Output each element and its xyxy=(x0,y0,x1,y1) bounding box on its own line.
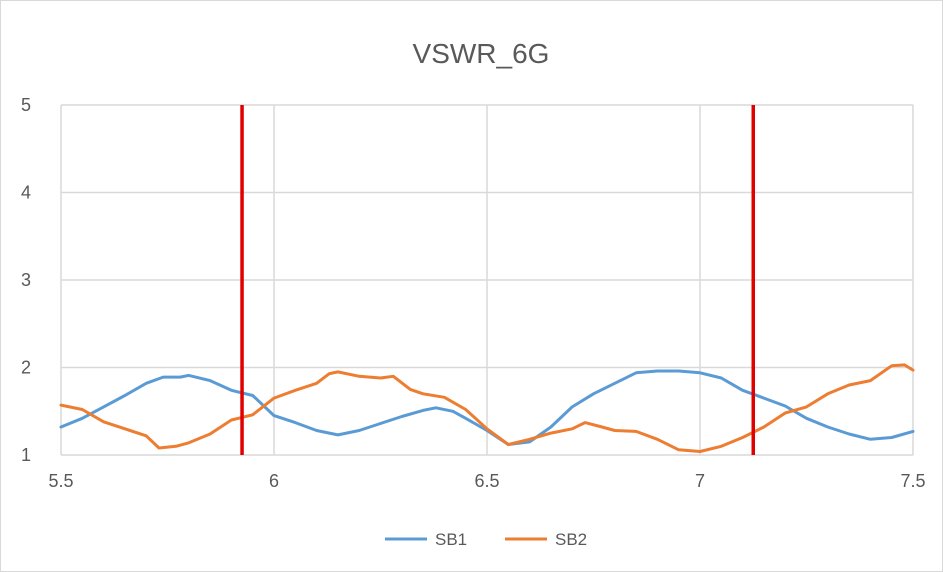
x-tick-label: 7.5 xyxy=(900,471,925,491)
series-line-sb2 xyxy=(59,363,915,453)
y-tick-label: 3 xyxy=(21,270,31,290)
series-lines xyxy=(59,363,915,453)
x-tick-label: 6.5 xyxy=(474,471,499,491)
marker-lines xyxy=(240,105,755,455)
legend: SB1 SB2 xyxy=(385,530,587,549)
gridlines xyxy=(60,104,914,456)
y-tick-label: 1 xyxy=(21,445,31,465)
y-tick-label: 2 xyxy=(21,358,31,378)
y-tick-label: 4 xyxy=(21,183,31,203)
tick-labels: 1 2 3 4 5 5.5 6 6.5 7 7.5 xyxy=(21,95,926,491)
chart-title: VSWR_6G xyxy=(413,38,550,69)
series-line-sb1 xyxy=(59,369,915,446)
x-tick-label: 7 xyxy=(695,471,705,491)
legend-label-sb1: SB1 xyxy=(435,530,467,549)
x-tick-label: 6 xyxy=(269,471,279,491)
y-tick-label: 5 xyxy=(21,95,31,115)
x-tick-label: 5.5 xyxy=(48,471,73,491)
legend-label-sb2: SB2 xyxy=(555,530,587,549)
